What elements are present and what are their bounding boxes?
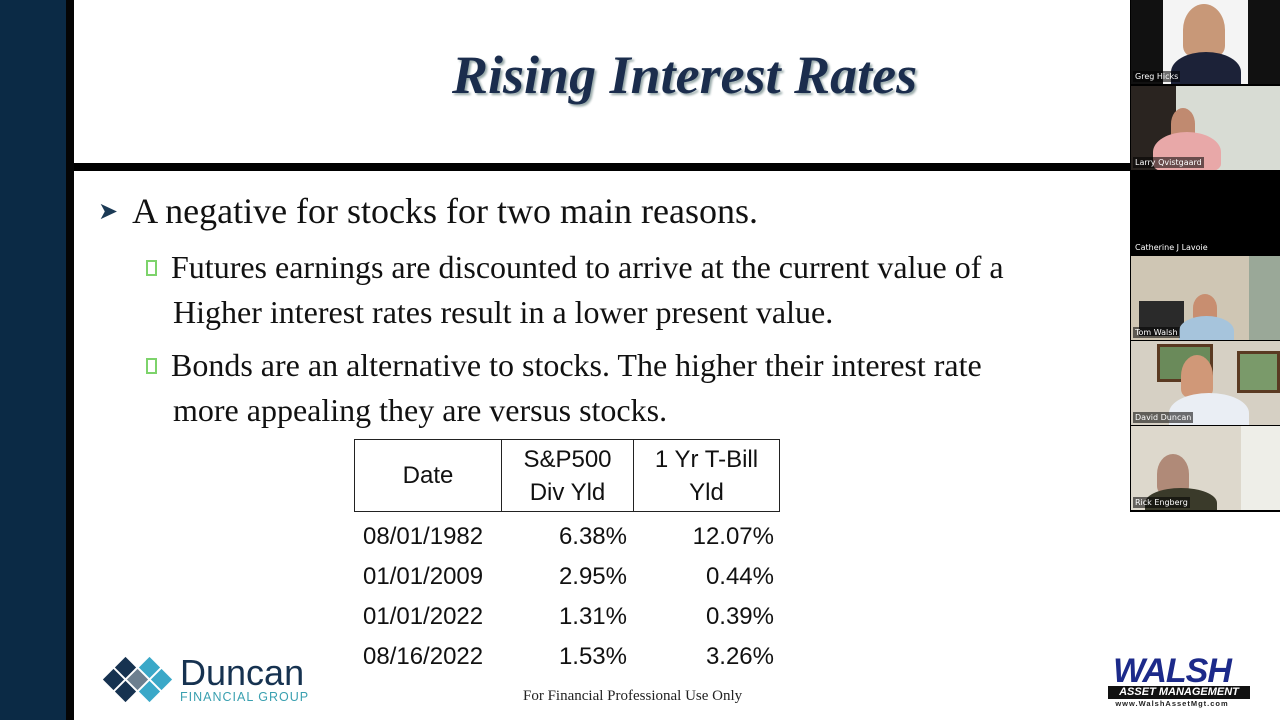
header-text: Yld xyxy=(689,478,724,506)
diamond-logo-icon xyxy=(102,656,180,703)
video-tile[interactable]: Rick Engberg xyxy=(1131,426,1280,510)
sub-bullet: Futures earnings are discounted to arriv… xyxy=(146,245,1004,335)
cell-div-yld: 2.95% xyxy=(558,563,627,590)
cell-div-yld: 1.53% xyxy=(558,643,627,670)
video-tile[interactable]: Catherine J Lavoie xyxy=(1131,171,1280,255)
cell-tbill-yld: 0.39% xyxy=(705,603,774,630)
table-row: 01/01/2022 1.31% 0.39% xyxy=(354,597,780,637)
sub-bullet-text: Futures earnings are discounted to arriv… xyxy=(171,249,1004,285)
video-tile[interactable]: Greg Hicks xyxy=(1131,0,1280,84)
sub-bullet-text: Bonds are an alternative to stocks. The … xyxy=(171,347,982,383)
participant-name: Larry Qvistgaard xyxy=(1133,157,1204,168)
square-bullet-icon xyxy=(146,358,157,374)
participant-name: David Duncan xyxy=(1133,412,1194,423)
shared-slide: Rising Interest Rates ➤ A negative for st… xyxy=(74,0,1280,720)
sub-bullet-text: more appealing they are versus stocks. xyxy=(173,392,668,428)
participant-name: Greg Hicks xyxy=(1133,71,1181,82)
cell-tbill-yld: 0.44% xyxy=(705,563,774,590)
participant-name: Tom Walsh xyxy=(1133,327,1180,338)
table-row: 08/16/2022 1.53% 3.26% xyxy=(354,637,780,677)
title-rule xyxy=(74,163,1280,171)
table-body: 08/01/1982 6.38% 12.07% 01/01/2009 2.95% 0.4… xyxy=(354,517,780,677)
main-bullet-text: A negative for stocks for two main reaso… xyxy=(132,191,758,231)
table-row: 08/01/1982 6.38% 12.07% xyxy=(354,517,780,557)
cell-date: 01/01/2009 xyxy=(363,563,484,590)
yield-table: Date S&P500 Div Yld 1 Yr T-Bill Yld 08/01/… xyxy=(354,439,780,677)
walsh-logo-name: WALSH xyxy=(1113,652,1232,690)
cell-tbill-yld: 12.07% xyxy=(692,523,774,550)
walsh-logo-url: www.WalshAssetMgt.com xyxy=(1115,699,1229,708)
header-date: Date xyxy=(355,440,502,511)
main-bullet: ➤ A negative for stocks for two main reas… xyxy=(98,190,758,232)
table-row: 01/01/2009 2.95% 0.44% xyxy=(354,557,780,597)
cell-div-yld: 1.31% xyxy=(558,603,627,630)
walsh-logo-sub: ASSET MANAGEMENT xyxy=(1108,686,1250,699)
header-text: 1 Yr T-Bill xyxy=(654,445,759,473)
slide-title: Rising Interest Rates xyxy=(452,45,918,105)
duncan-logo-sub: FINANCIAL GROUP xyxy=(180,690,310,704)
video-tile[interactable]: Tom Walsh xyxy=(1131,256,1280,340)
duncan-logo-name: Duncan xyxy=(180,652,305,693)
cell-date: 01/01/2022 xyxy=(363,603,484,630)
header-text: S&P500 xyxy=(523,445,612,473)
header-div-yld: S&P500 Div Yld xyxy=(502,440,634,511)
video-tile[interactable]: David Duncan xyxy=(1131,341,1280,425)
cell-div-yld: 6.38% xyxy=(558,523,627,550)
sub-bullet: Bonds are an alternative to stocks. The … xyxy=(146,343,982,433)
walsh-logo: WALSH ASSET MANAGEMENT www.WalshAssetMgt… xyxy=(1092,652,1252,708)
sub-bullet-text: Higher interest rates result in a lower … xyxy=(173,294,834,330)
video-tile[interactable]: Larry Qvistgaard xyxy=(1131,86,1280,170)
header-text: Div Yld xyxy=(529,478,606,506)
header-tbill-yld: 1 Yr T-Bill Yld xyxy=(634,440,779,511)
participant-name: Rick Engberg xyxy=(1133,497,1190,508)
footer-disclaimer: For Financial Professional Use Only xyxy=(523,688,743,704)
cell-tbill-yld: 3.26% xyxy=(705,643,774,670)
duncan-logo: Duncan FINANCIAL GROUP xyxy=(102,652,310,704)
left-panel xyxy=(0,0,66,720)
arrow-bullet-icon: ➤ xyxy=(98,199,119,225)
participant-name: Catherine J Lavoie xyxy=(1133,242,1210,253)
cell-date: 08/01/1982 xyxy=(363,523,484,550)
header-text: Date xyxy=(402,462,454,489)
left-divider xyxy=(66,0,74,720)
participant-gallery: Greg Hicks Larry Qvistgaard Catherine J … xyxy=(1130,0,1280,512)
table-header: Date S&P500 Div Yld 1 Yr T-Bill Yld xyxy=(354,439,780,512)
cell-date: 08/16/2022 xyxy=(363,643,484,670)
square-bullet-icon xyxy=(146,260,157,276)
